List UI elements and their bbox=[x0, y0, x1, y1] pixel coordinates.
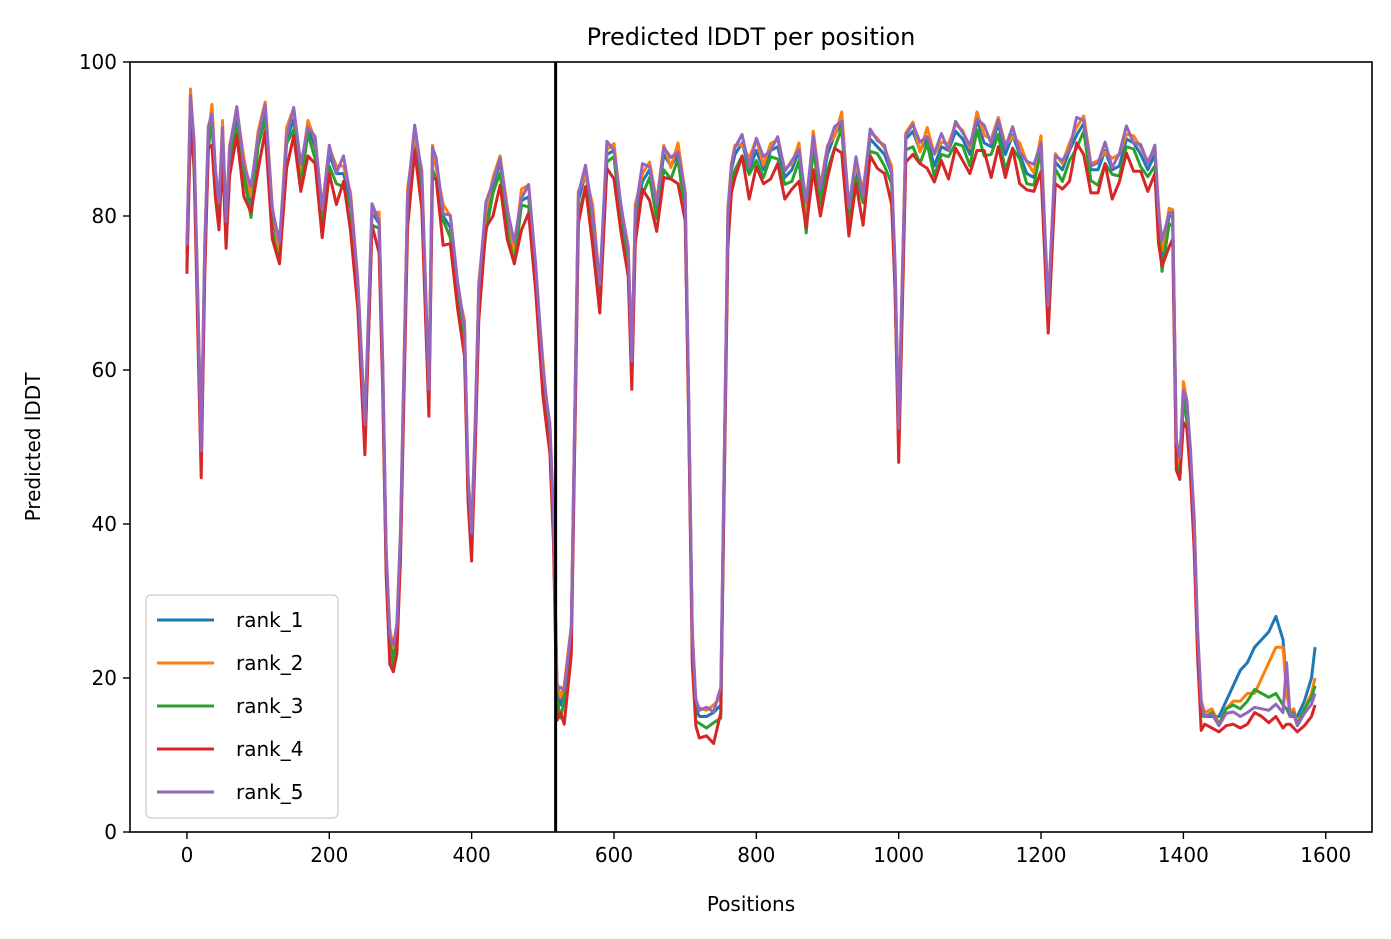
y-tick-label: 60 bbox=[92, 358, 117, 382]
x-tick-label: 1600 bbox=[1300, 843, 1351, 867]
y-tick-label: 80 bbox=[92, 204, 117, 228]
x-tick-label: 1400 bbox=[1158, 843, 1209, 867]
legend-label-rank_3: rank_3 bbox=[236, 694, 303, 718]
legend: rank_1 rank_2 rank_3 rank_4 rank_5 bbox=[145, 594, 339, 819]
plot-lines bbox=[185, 87, 1317, 745]
y-tick-label: 0 bbox=[104, 820, 117, 844]
y-axis: 0 20 40 60 80 100 bbox=[79, 50, 130, 844]
legend-box bbox=[145, 594, 339, 819]
x-tick-label: 400 bbox=[453, 843, 491, 867]
series-line-rank_5 bbox=[185, 94, 1317, 728]
plot-frame bbox=[129, 61, 1373, 833]
y-tick-label: 40 bbox=[92, 512, 117, 536]
x-tick-label: 600 bbox=[595, 843, 633, 867]
chart-title: Predicted lDDT per position bbox=[587, 23, 916, 51]
x-tick-label: 0 bbox=[181, 843, 194, 867]
series-line-rank_4 bbox=[185, 125, 1317, 745]
x-tick-label: 1000 bbox=[873, 843, 924, 867]
x-axis-label: Positions bbox=[707, 892, 795, 916]
x-axis: 0 200 400 600 800 1000 1200 1400 1600 bbox=[181, 832, 1351, 867]
x-tick-label: 800 bbox=[737, 843, 775, 867]
legend-label-rank_4: rank_4 bbox=[236, 737, 303, 761]
legend-label-rank_2: rank_2 bbox=[236, 651, 303, 675]
series-line-rank_3 bbox=[185, 105, 1317, 730]
y-tick-label: 20 bbox=[92, 666, 117, 690]
legend-label-rank_1: rank_1 bbox=[236, 608, 303, 632]
x-tick-label: 1200 bbox=[1016, 843, 1067, 867]
x-tick-label: 200 bbox=[310, 843, 348, 867]
y-axis-label: Predicted lDDT bbox=[21, 372, 45, 522]
y-tick-label: 100 bbox=[79, 50, 117, 74]
legend-label-rank_5: rank_5 bbox=[236, 780, 303, 804]
